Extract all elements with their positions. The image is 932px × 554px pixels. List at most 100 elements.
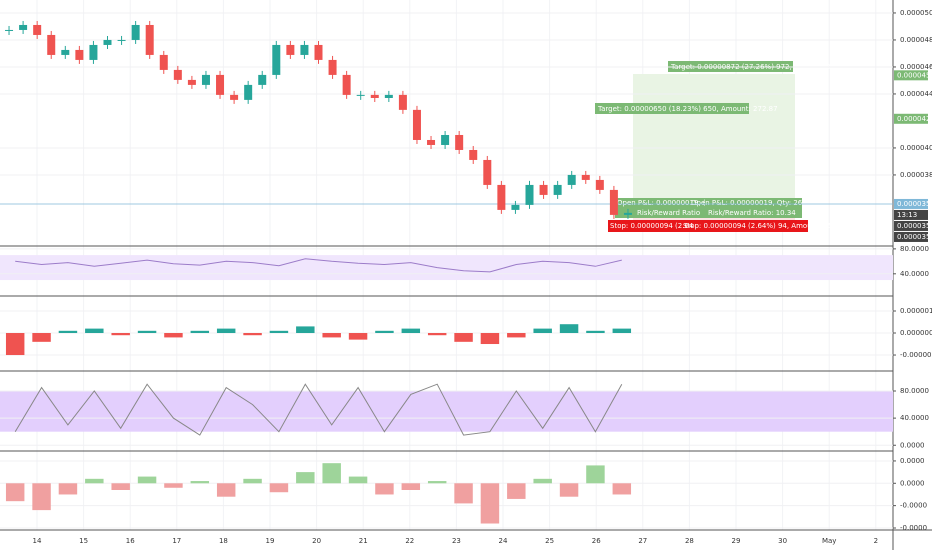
- candle: [103, 39, 112, 45]
- candle: [342, 74, 351, 95]
- bar: [58, 483, 78, 495]
- y-tick-label: 0.00005000: [900, 9, 932, 17]
- pnl-label: Open P&L: 0.00000019, (: [617, 199, 706, 207]
- candle: [384, 94, 393, 98]
- bar: [85, 478, 104, 484]
- bar: [137, 476, 157, 484]
- y-tick-label: 40.0000: [900, 270, 929, 278]
- bar: [348, 333, 368, 340]
- bar: [190, 481, 210, 484]
- x-tick-label: May: [822, 537, 836, 545]
- bar: [533, 328, 552, 334]
- bar: [296, 472, 315, 484]
- candle: [201, 74, 210, 85]
- candle: [553, 184, 562, 195]
- price-tag: [894, 113, 928, 124]
- y-tick-label: 0.00004400: [900, 90, 932, 98]
- profit-zone: [633, 74, 795, 203]
- line: [15, 258, 622, 273]
- candle: [5, 29, 14, 31]
- bar: [533, 478, 552, 484]
- bar: [137, 330, 157, 334]
- bar: [427, 481, 447, 484]
- bar: [586, 465, 605, 484]
- bar: [58, 330, 78, 334]
- band: [0, 255, 893, 281]
- x-tick-label: 24: [499, 537, 508, 545]
- candle: [272, 44, 281, 75]
- bar: [480, 483, 500, 524]
- candle: [567, 174, 576, 185]
- x-tick-label: 17: [172, 537, 181, 545]
- candle: [511, 204, 520, 210]
- candle: [412, 109, 421, 140]
- bar: [5, 333, 25, 356]
- candle: [159, 54, 168, 70]
- candle: [145, 24, 154, 55]
- bar: [401, 483, 421, 490]
- candle: [469, 149, 478, 160]
- pnl-box: [615, 198, 802, 218]
- rr-label: Risk/Reward Ratio: [637, 209, 700, 217]
- candle: [497, 184, 506, 210]
- bar: [111, 333, 130, 336]
- candle: [244, 84, 253, 100]
- x-tick-label: 21: [359, 537, 368, 545]
- line: [14, 383, 623, 436]
- bar: [322, 463, 341, 484]
- bar: [348, 476, 368, 484]
- bar: [85, 328, 104, 334]
- x-tick-label: 26: [592, 537, 601, 545]
- candle: [483, 159, 492, 185]
- bar: [269, 483, 289, 493]
- bar: [507, 483, 526, 499]
- x-tick-label: 19: [266, 537, 275, 545]
- y-tick-label: -0.00000100: [900, 351, 932, 359]
- bar: [5, 483, 25, 502]
- candle: [187, 79, 196, 85]
- price-tag-label: 0.00003566: [897, 222, 932, 230]
- bar: [507, 333, 526, 338]
- x-tick-label: 28: [685, 537, 694, 545]
- bar: [375, 330, 394, 334]
- candle: [427, 139, 436, 145]
- y-tick-label: -0.0000: [900, 524, 927, 532]
- candle: [581, 174, 590, 180]
- x-tick-label: 23: [452, 537, 461, 545]
- candle: [117, 39, 126, 41]
- bar: [480, 333, 500, 345]
- candle: [609, 189, 618, 215]
- x-tick-label: 30: [778, 537, 787, 545]
- price-tag: [894, 231, 928, 242]
- x-tick-label: 29: [732, 537, 741, 545]
- bar: [296, 326, 315, 334]
- candle: [19, 24, 28, 30]
- bar: [454, 483, 473, 504]
- y-tick-label: 0.0000: [900, 457, 925, 465]
- price-tag: [894, 220, 928, 231]
- bar: [427, 333, 447, 336]
- price-tag-label: 0.00004538: [897, 71, 932, 79]
- bar: [111, 483, 130, 490]
- bar: [612, 483, 632, 495]
- y-tick-label: 0.00004000: [900, 144, 932, 152]
- candle: [623, 212, 632, 215]
- target-box: [595, 103, 749, 114]
- candle: [441, 134, 450, 145]
- y-tick-label: -0.0000: [900, 502, 927, 510]
- bar: [401, 328, 421, 334]
- price-tag: [894, 70, 928, 81]
- y-tick-label: 0.00000000: [900, 329, 932, 337]
- bar: [216, 483, 236, 497]
- bar: [586, 330, 605, 334]
- bar: [164, 483, 183, 488]
- y-tick-label: 0.00000100: [900, 307, 932, 315]
- candle: [89, 44, 98, 60]
- candle: [33, 24, 42, 35]
- band: [0, 390, 893, 432]
- candle: [595, 179, 604, 190]
- bar: [454, 333, 473, 342]
- bar: [269, 330, 289, 334]
